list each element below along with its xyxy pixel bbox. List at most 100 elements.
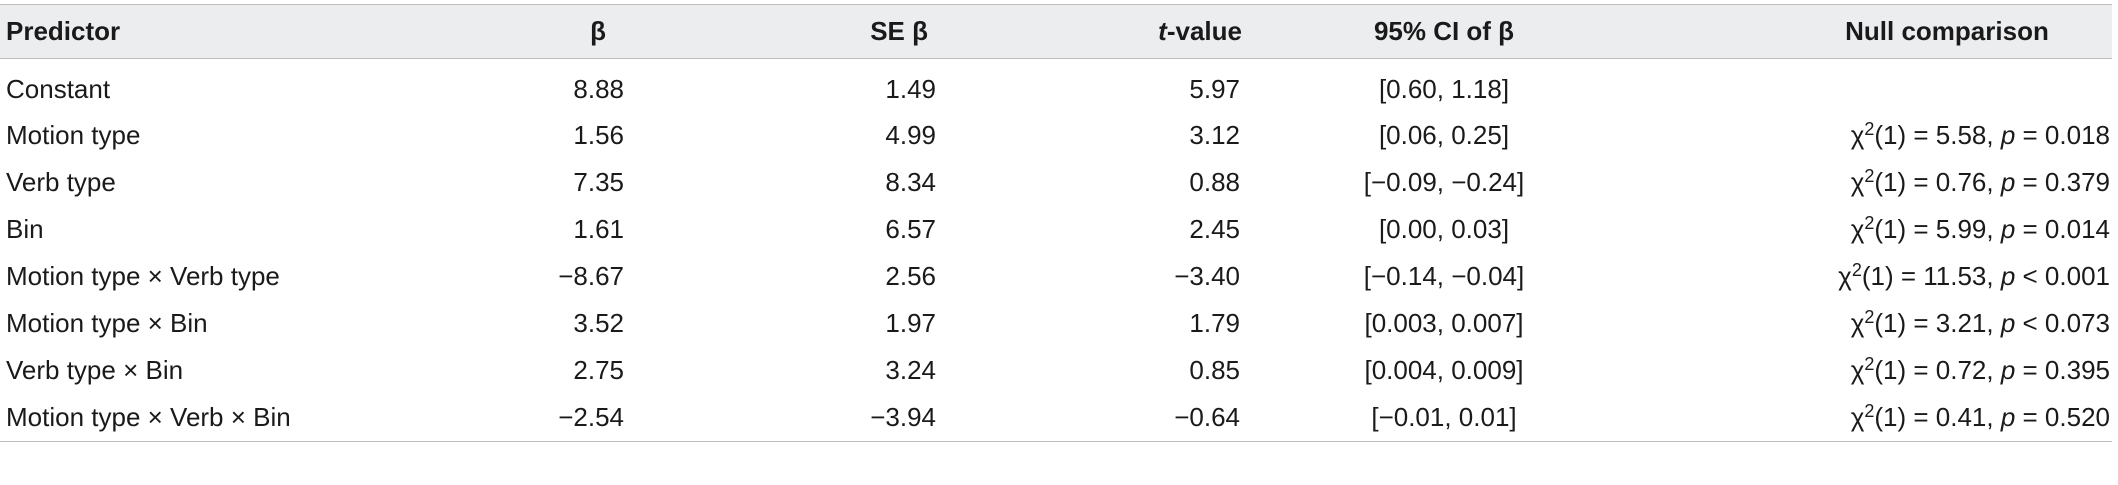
df-statistic: (1) = 0.76, bbox=[1874, 167, 2001, 197]
null-comparison-cell: χ2(1) = 3.21, p < 0.073 bbox=[1644, 300, 2112, 347]
null-comparison-cell bbox=[1644, 59, 2112, 113]
ci-cell: [0.06, 0.25] bbox=[1378, 120, 1510, 150]
chi-superscript: 2 bbox=[1864, 307, 1875, 327]
table-body: Constant 8.88 1.49 5.97 [0.60, 1.18] Motion t… bbox=[0, 59, 2112, 442]
table-row: Verb type 7.35 8.34 0.88 [−0.09, −0.24] χ2(1)… bbox=[0, 159, 2112, 206]
header-beta: β bbox=[366, 4, 628, 59]
chi-superscript: 2 bbox=[1864, 166, 1875, 186]
se-cell: 1.49 bbox=[885, 74, 936, 104]
df-statistic: (1) = 0.72, bbox=[1874, 355, 2001, 385]
p-label: p bbox=[2000, 261, 2016, 291]
regression-table: Predictor β SE β t-value 95% CI of β Nul… bbox=[0, 4, 2112, 442]
t-value-cell: 2.45 bbox=[1189, 214, 1240, 244]
beta-cell: −2.54 bbox=[366, 394, 628, 442]
predictor-cell: Motion type bbox=[6, 120, 141, 150]
t-value-cell: 5.97 bbox=[1189, 74, 1240, 104]
se-cell: −3.94 bbox=[628, 394, 940, 442]
null-comparison-cell: χ2(1) = 11.53, p < 0.001 bbox=[1644, 253, 2112, 300]
table-row: Motion type × Verb × Bin −2.54 −3.94 −0.64[… bbox=[0, 394, 2112, 442]
chi-symbol: χ bbox=[1850, 167, 1865, 197]
p-value: < 0.073 bbox=[2015, 308, 2110, 338]
se-cell: 6.57 bbox=[885, 214, 936, 244]
predictor-cell: Verb type bbox=[6, 167, 116, 197]
predictor-cell: Motion type × Bin bbox=[6, 308, 208, 338]
null-comparison-cell: χ2(1) = 0.41, p = 0.520 bbox=[1644, 394, 2112, 442]
ci-cell: [−0.14, −0.04] bbox=[1363, 261, 1525, 291]
table-row: Constant 8.88 1.49 5.97 [0.60, 1.18] bbox=[0, 59, 2112, 113]
t-value-cell: 3.12 bbox=[1189, 120, 1240, 150]
df-statistic: (1) = 5.58, bbox=[1874, 120, 2001, 150]
p-label: p bbox=[2000, 214, 2016, 244]
beta-cell: 1.61 bbox=[573, 214, 624, 244]
chi-symbol: χ bbox=[1850, 402, 1865, 432]
table-row: Motion type × Bin 3.52 1.97 1.79 [0.003, 0.0… bbox=[0, 300, 2112, 347]
header-t-value: t-value bbox=[940, 4, 1244, 59]
se-cell: 3.24 bbox=[885, 355, 936, 385]
header-null-comparison: Null comparison bbox=[1644, 4, 2112, 59]
null-comparison-cell: χ2(1) = 0.72, p = 0.395 bbox=[1644, 347, 2112, 394]
p-value: = 0.014 bbox=[2015, 214, 2110, 244]
chi-superscript: 2 bbox=[1864, 119, 1875, 139]
header-se-beta: SE β bbox=[628, 4, 940, 59]
p-label: p bbox=[2000, 402, 2016, 432]
beta-cell: 1.56 bbox=[573, 120, 624, 150]
chi-symbol: χ bbox=[1850, 214, 1865, 244]
chi-symbol: χ bbox=[1850, 355, 1865, 385]
predictor-cell: Motion type × Verb × Bin bbox=[0, 394, 366, 442]
ci-cell: [0.00, 0.03] bbox=[1378, 214, 1510, 244]
ci-cell: [0.004, 0.009] bbox=[1364, 355, 1524, 385]
ci-cell: [0.003, 0.007] bbox=[1364, 308, 1524, 338]
header-t-suffix: -value bbox=[1166, 16, 1242, 46]
df-statistic: (1) = 3.21, bbox=[1874, 308, 2001, 338]
chi-superscript: 2 bbox=[1864, 213, 1875, 233]
p-label: p bbox=[2000, 355, 2016, 385]
p-label: p bbox=[2000, 308, 2016, 338]
table-header: Predictor β SE β t-value 95% CI of β Nul… bbox=[0, 4, 2112, 59]
predictor-cell: Constant bbox=[6, 74, 111, 104]
header-predictor: Predictor bbox=[0, 4, 366, 59]
chi-symbol: χ bbox=[1850, 120, 1865, 150]
null-comparison-cell: χ2(1) = 5.99, p = 0.014 bbox=[1644, 206, 2112, 253]
p-label: p bbox=[2000, 167, 2016, 197]
p-label: p bbox=[2000, 120, 2016, 150]
df-statistic: (1) = 11.53, bbox=[1861, 261, 2001, 291]
table-row: Motion type 1.56 4.99 3.12 [0.06, 0.25] χ2(1)… bbox=[0, 112, 2112, 159]
t-value-cell: 0.85 bbox=[1189, 355, 1240, 385]
table-row: Motion type × Verb type −8.67 2.56 −3.40 [−0… bbox=[0, 253, 2112, 300]
null-comparison-cell: χ2(1) = 5.58, p = 0.018 bbox=[1644, 112, 2112, 159]
se-cell: 8.34 bbox=[885, 167, 936, 197]
table-row: Verb type × Bin 2.75 3.24 0.85 [0.004, 0.009… bbox=[0, 347, 2112, 394]
header-t-italic: t bbox=[1158, 16, 1167, 46]
p-value: = 0.018 bbox=[2015, 120, 2110, 150]
header-ci: 95% CI of β bbox=[1244, 4, 1644, 59]
header-row: Predictor β SE β t-value 95% CI of β Nul… bbox=[0, 4, 2112, 59]
chi-symbol: χ bbox=[1838, 261, 1852, 291]
beta-cell: 3.52 bbox=[573, 308, 624, 338]
ci-cell: [−0.09, −0.24] bbox=[1363, 167, 1525, 197]
t-value-cell: −3.40 bbox=[1174, 261, 1240, 291]
predictor-cell: Motion type × Verb type bbox=[6, 261, 280, 291]
beta-cell: 7.35 bbox=[573, 167, 624, 197]
se-cell: 1.97 bbox=[885, 308, 936, 338]
t-value-cell: −0.64 bbox=[940, 394, 1244, 442]
se-cell: 4.99 bbox=[885, 120, 936, 150]
chi-superscript: 2 bbox=[1851, 260, 1862, 280]
se-cell: 2.56 bbox=[885, 261, 936, 291]
chi-superscript: 2 bbox=[1864, 354, 1875, 374]
df-statistic: (1) = 5.99, bbox=[1874, 214, 2001, 244]
t-value-cell: 1.79 bbox=[1189, 308, 1240, 338]
null-comparison-cell: χ2(1) = 0.76, p = 0.379 bbox=[1644, 159, 2112, 206]
table-row: Bin 1.61 6.57 2.45 [0.00, 0.03] χ2(1) = 5.99,… bbox=[0, 206, 2112, 253]
chi-superscript: 2 bbox=[1864, 401, 1875, 421]
ci-cell: [0.60, 1.18] bbox=[1378, 74, 1510, 104]
p-value: = 0.520 bbox=[2015, 402, 2110, 432]
predictor-cell: Verb type × Bin bbox=[6, 355, 184, 385]
beta-cell: 2.75 bbox=[573, 355, 624, 385]
p-value: < 0.001 bbox=[2015, 261, 2110, 291]
chi-symbol: χ bbox=[1850, 308, 1865, 338]
beta-cell: −8.67 bbox=[558, 261, 624, 291]
beta-cell: 8.88 bbox=[573, 74, 624, 104]
df-statistic: (1) = 0.41, bbox=[1874, 402, 2001, 432]
ci-cell: [−0.01, 0.01] bbox=[1244, 394, 1644, 442]
